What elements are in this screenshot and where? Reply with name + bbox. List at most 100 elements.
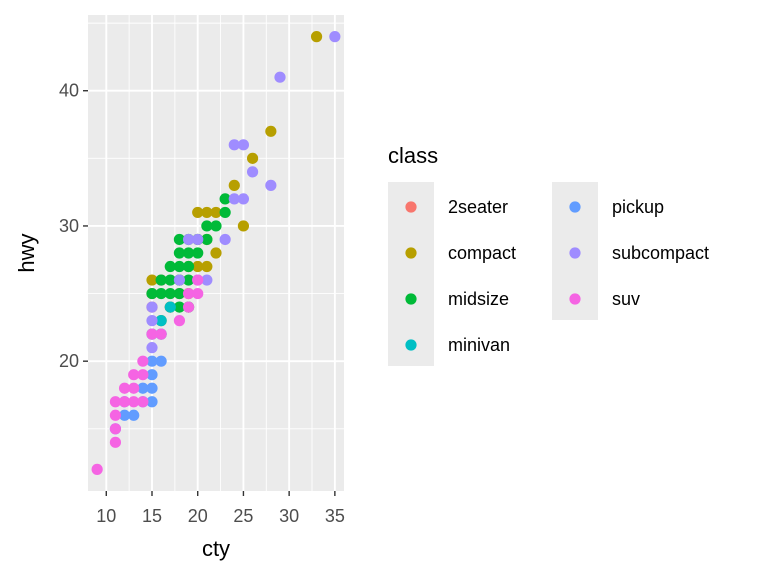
legend-key-panel-left: [388, 182, 434, 366]
point-subcompact: [237, 193, 250, 205]
point-suv: [118, 396, 131, 408]
point-compact: [210, 206, 222, 219]
legend-key-minivan: [405, 339, 417, 351]
x-axis-title: cty: [202, 536, 230, 561]
point-suv: [109, 409, 122, 421]
legend-label-midsize: midsize: [448, 289, 509, 309]
legend-label-minivan: minivan: [448, 335, 510, 355]
y-tick-label: 30: [59, 216, 79, 236]
point-subcompact: [228, 139, 240, 151]
point-midsize: [164, 287, 176, 300]
x-axis: 10 15 20 25 30 35: [96, 491, 345, 526]
point-subcompact: [219, 233, 231, 246]
point-suv: [128, 369, 140, 381]
point-midsize: [210, 220, 222, 232]
point-suv: [155, 328, 167, 340]
point-midsize: [173, 260, 186, 273]
point-compact: [201, 206, 213, 219]
point-midsize: [173, 233, 186, 246]
point-subcompact: [173, 274, 186, 286]
point-midsize: [155, 274, 167, 286]
legend-key-suv: [569, 293, 581, 305]
point-subcompact: [192, 233, 204, 246]
point-suv: [91, 463, 103, 475]
data-points: [91, 31, 341, 475]
point-suv: [182, 301, 195, 313]
point-compact: [201, 260, 213, 273]
x-tick-label: 10: [96, 506, 116, 526]
point-subcompact: [265, 179, 277, 191]
point-midsize: [146, 287, 158, 300]
point-suv: [137, 369, 149, 381]
y-tick-label: 40: [59, 81, 79, 101]
legend-label-compact: compact: [448, 243, 516, 263]
point-midsize: [173, 301, 186, 313]
point-suv: [137, 396, 149, 408]
point-subcompact: [146, 301, 158, 313]
point-suv: [173, 315, 186, 327]
y-axis: 20 30 40: [59, 81, 88, 371]
point-suv: [192, 287, 204, 300]
legend-key-subcompact: [569, 247, 581, 259]
legend-label-pickup: pickup: [612, 197, 664, 217]
point-pickup: [137, 382, 149, 394]
x-tick-label: 15: [142, 506, 162, 526]
point-midsize: [173, 287, 186, 300]
point-midsize: [164, 274, 176, 286]
point-compact: [210, 247, 222, 259]
point-midsize: [182, 260, 195, 273]
point-pickup: [128, 409, 140, 421]
point-compact: [246, 152, 259, 164]
point-compact: [237, 220, 250, 232]
point-pickup: [146, 382, 158, 394]
x-tick-label: 20: [188, 506, 208, 526]
point-suv: [128, 382, 140, 394]
point-pickup: [155, 355, 167, 367]
point-compact: [146, 274, 158, 286]
point-subcompact: [182, 233, 195, 246]
x-tick-label: 35: [325, 506, 345, 526]
point-midsize: [219, 206, 231, 219]
point-midsize: [182, 274, 195, 286]
point-compact: [228, 179, 240, 191]
point-suv: [192, 274, 204, 286]
point-pickup: [146, 369, 158, 381]
point-midsize: [182, 247, 195, 259]
point-compact: [192, 260, 204, 273]
point-compact: [265, 125, 277, 137]
point-midsize: [164, 260, 176, 273]
point-subcompact: [146, 315, 158, 327]
point-midsize: [201, 233, 213, 246]
legend-label-2seater: 2seater: [448, 197, 508, 217]
legend-title: class: [388, 143, 438, 168]
point-midsize: [219, 193, 231, 205]
point-subcompact: [228, 193, 240, 205]
point-subcompact: [246, 166, 259, 178]
point-midsize: [155, 287, 167, 300]
point-suv: [118, 382, 131, 394]
point-subcompact: [146, 342, 158, 354]
point-suv: [137, 355, 149, 367]
point-midsize: [173, 247, 186, 259]
major-grid: [88, 15, 344, 491]
legend: class 2seater compact midsize minivan pickup…: [388, 143, 709, 366]
point-subcompact: [237, 139, 250, 151]
point-midsize: [201, 220, 213, 232]
point-minivan: [164, 301, 176, 313]
legend-label-subcompact: subcompact: [612, 243, 709, 263]
point-suv: [109, 436, 122, 448]
point-subcompact: [329, 31, 341, 43]
point-subcompact: [201, 274, 213, 286]
point-midsize: [192, 247, 204, 259]
point-compact: [192, 206, 204, 219]
point-subcompact: [274, 71, 286, 83]
legend-key-2seater: [405, 201, 417, 213]
point-minivan: [155, 315, 167, 327]
point-suv: [182, 287, 195, 300]
point-suv: [109, 396, 122, 408]
legend-key-pickup: [569, 201, 581, 213]
point-suv: [109, 423, 122, 435]
y-tick-label: 20: [59, 351, 79, 371]
legend-key-midsize: [405, 293, 417, 305]
